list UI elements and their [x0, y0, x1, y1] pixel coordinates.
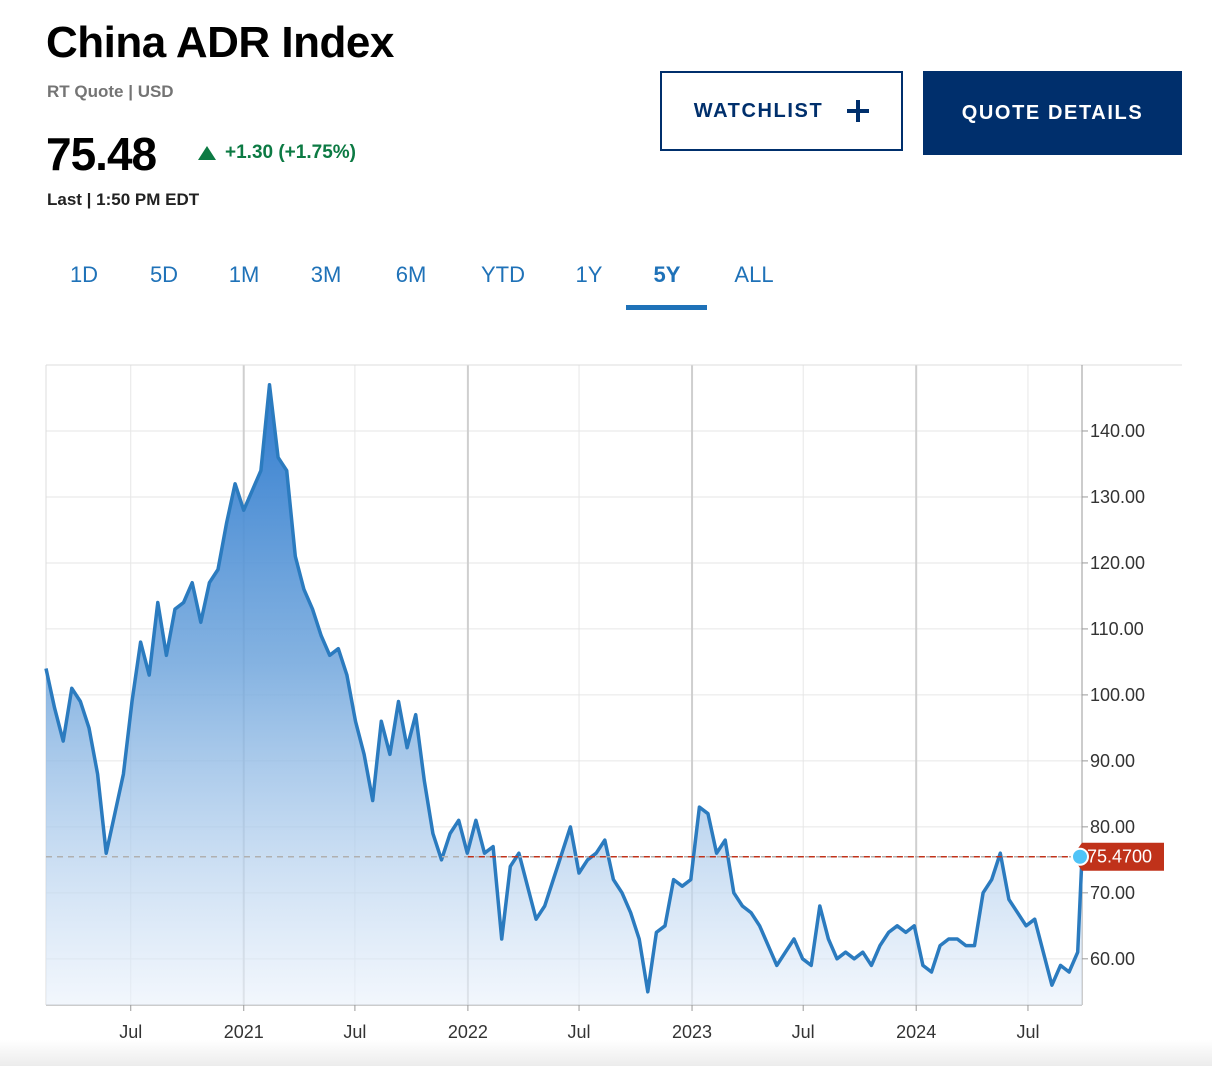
price-chart-svg: 60.00 70.00 80.00 90.00 100.00 110.00 120.00 13… [44, 364, 1182, 1042]
x-tick-label: 2021 [224, 1022, 264, 1040]
last-price: 75.48 [46, 128, 157, 180]
y-tick-label: 110.00 [1090, 619, 1144, 639]
up-triangle-icon [198, 146, 216, 160]
price-area-fill [46, 384, 1082, 1005]
x-tick-label: 2024 [896, 1022, 936, 1040]
quote-subtitle: RT Quote | USD [47, 82, 174, 101]
quote-details-button-label: QUOTE DETAILS [961, 101, 1144, 124]
page-title: China ADR Index [46, 18, 394, 67]
x-tick-label: Jul [343, 1022, 366, 1040]
y-tick-label: 70.00 [1090, 883, 1135, 903]
last-price-tag [1072, 842, 1164, 871]
tab-all[interactable]: ALL [734, 262, 774, 287]
x-tick-label: Jul [568, 1022, 591, 1040]
y-tick-label: 140.00 [1090, 421, 1145, 441]
x-tick-label: Jul [119, 1022, 142, 1040]
tab-1m[interactable]: 1M [228, 262, 260, 287]
tab-5d[interactable]: 5D [149, 262, 179, 287]
tab-5y[interactable]: 5Y [653, 262, 681, 287]
y-tick-label: 60.00 [1090, 949, 1135, 969]
watchlist-button[interactable]: WATCHLIST [660, 71, 903, 151]
y-tick-label: 120.00 [1090, 553, 1145, 573]
y-tick-label: 100.00 [1090, 685, 1145, 705]
watchlist-button-label: WATCHLIST [693, 99, 824, 122]
y-tick-label: 90.00 [1090, 751, 1135, 771]
x-tick-label: Jul [792, 1022, 815, 1040]
price-change: +1.30 (+1.75%) [198, 142, 356, 164]
tab-6m[interactable]: 6M [395, 262, 427, 287]
tab-1y[interactable]: 1Y [575, 262, 603, 287]
price-line [44, 383, 1084, 994]
tab-1d[interactable]: 1D [69, 262, 99, 287]
x-tick-label: Jul [1016, 1022, 1039, 1040]
last-price-tag-label: 75.4700 [1087, 847, 1152, 867]
y-tick-label: 130.00 [1090, 487, 1145, 507]
plus-icon [847, 100, 870, 122]
tab-3m[interactable]: 3M [310, 262, 342, 287]
last-update-time: Last | 1:50 PM EDT [47, 190, 200, 209]
price-chart: 60.00 70.00 80.00 90.00 100.00 110.00 120.00 13… [0, 330, 1212, 1045]
x-tick-label: 2022 [448, 1022, 488, 1040]
quote-details-button[interactable]: QUOTE DETAILS [923, 71, 1182, 155]
tab-ytd[interactable]: YTD [481, 262, 525, 287]
x-tick-label: 2023 [672, 1022, 712, 1040]
price-change-value: +1.30 (+1.75%) [225, 142, 356, 163]
time-range-tabs: 1D 5D 1M 3M 6M YTD 1Y 5Y ALL [0, 250, 800, 310]
active-tab-indicator [626, 305, 707, 310]
last-price-marker [1071, 847, 1089, 866]
y-tick-label: 80.00 [1090, 817, 1135, 837]
bottom-shadow [0, 1040, 1212, 1066]
